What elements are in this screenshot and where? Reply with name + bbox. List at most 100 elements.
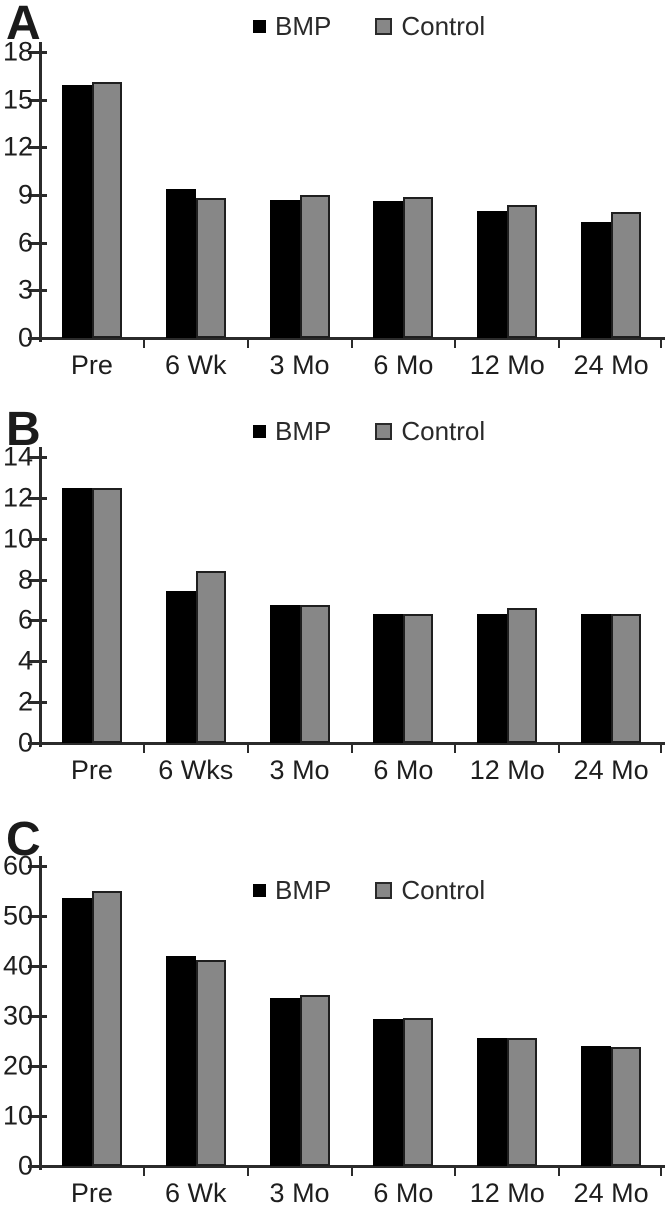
y-axis-tick [28,496,47,500]
y-axis-tick [28,1015,47,1018]
y-axis-tick-label: 10 [2,1100,33,1131]
x-axis-tick [660,1166,662,1176]
x-axis-category-label: 6 Mo [373,755,434,785]
bar-control-24-mo [611,1046,642,1166]
x-axis-category-label: 12 Mo [469,755,545,785]
x-axis-category-label: 3 Mo [269,1178,330,1208]
x-axis-category-label: 6 Wk [164,1178,227,1208]
x-axis-category-label: 24 Mo [573,1178,649,1208]
x-axis-line [28,337,665,340]
x-axis-category-label: Pre [70,755,113,785]
bar-control-12-mo [507,608,538,743]
x-axis-tick [350,743,353,753]
bar-bmp-3-mo [269,605,300,743]
legend-control-label: Control [401,416,486,446]
legend-control-label: Control [401,875,486,905]
x-axis-tick [660,743,662,753]
y-axis-tick [28,701,47,705]
legend-bmp-swatch-icon [253,20,266,33]
panel-a-plot-area: 0 3 6 9 12 15 18 Pre 6 Wk 3 Mo 6 Mo 12 Mo 24 Mo [0,0,667,395]
bar-bmp-pre [61,85,92,338]
y-axis-tick [28,98,47,102]
bar-bmp-6-wk [165,188,196,338]
bar-bmp-24-mo [581,614,612,743]
y-axis-tick [28,915,47,918]
x-axis-tick [454,743,457,753]
bar-control-pre [91,82,122,338]
bar-bmp-6-wk [165,956,196,1166]
y-axis-tick [28,1065,47,1068]
y-axis-tick-label: 0 [17,727,33,758]
bar-bmp-6-mo [373,614,404,743]
bar-control-6-mo [403,1017,434,1166]
y-axis-line [39,447,42,747]
x-axis-category-label: 12 Mo [469,1178,545,1208]
y-axis-tick-label: 12 [2,131,33,162]
y-axis-line [39,856,42,1170]
y-axis-tick-label: 0 [17,322,33,353]
x-axis-category-label: 6 Mo [373,350,434,380]
y-axis-tick [28,241,47,245]
x-axis-category-label: Pre [70,350,113,380]
y-axis-tick [28,619,47,623]
y-axis-tick [28,578,47,582]
y-axis-tick-label: 6 [17,227,33,258]
x-axis-tick [246,1166,249,1176]
legend-bmp-label: BMP [275,875,332,905]
bar-control-6-wks [195,571,226,743]
y-axis-tick [28,51,47,54]
bar-bmp-12-mo [477,1037,508,1166]
legend-bmp-swatch-icon [253,425,266,438]
y-axis-tick-label: 3 [17,274,33,305]
x-axis-category-label: 12 Mo [469,350,545,380]
y-axis-line [39,42,42,342]
y-axis-tick [28,194,47,197]
y-axis-tick-label: 12 [2,482,33,513]
legend-control-swatch-icon [375,18,393,35]
bar-bmp-12-mo [477,210,508,338]
panel-c-plot-area: 0 10 20 30 40 50 60 Pre 6 Wk 3 Mo 6 Mo 12 Mo 24 Mo [0,805,667,1208]
legend-control-swatch-icon [375,423,393,440]
bar-bmp-3-mo [269,199,300,338]
y-axis-tick-label: 40 [2,950,33,981]
y-axis-tick-label: 6 [17,604,33,635]
y-axis-tick-label: 0 [17,1150,33,1181]
bar-bmp-3-mo [269,998,300,1166]
y-axis-tick [28,865,47,868]
y-axis-tick-label: 14 [2,441,33,472]
y-axis-tick-label: 20 [2,1050,33,1081]
bar-bmp-24-mo [581,1046,612,1166]
legend-bmp-swatch-icon [253,884,266,897]
x-axis-category-label: Pre [70,1178,113,1208]
y-axis-tick-label: 15 [2,84,33,115]
panel-a-legend: BMP Control [253,11,485,42]
bar-bmp-24-mo [581,222,612,338]
x-axis-tick [350,338,353,348]
x-axis-tick [350,1166,353,1176]
y-axis-tick [28,537,47,541]
bar-control-3-mo [299,195,330,338]
legend-bmp-label: BMP [275,416,332,446]
x-axis-category-label: 24 Mo [573,350,649,380]
bar-control-pre [91,487,122,743]
x-axis-category-label: 24 Mo [573,755,649,785]
bar-bmp-pre [61,897,92,1166]
x-axis-tick [142,1166,145,1176]
bar-control-3-mo [299,995,330,1166]
y-axis-tick [28,660,47,664]
bar-control-6-mo [403,614,434,743]
x-axis-category-label: 6 Wk [164,350,227,380]
y-axis-tick-label: 50 [2,900,33,931]
bar-control-24-mo [611,212,642,338]
x-axis-tick [142,338,145,348]
y-axis-tick-label: 60 [2,850,33,881]
panel-b: B BMP Control 0 2 4 6 8 10 12 14 Pre 6 Wks 3 Mo 6 M… [0,395,667,805]
bar-control-3-mo [299,605,330,743]
y-axis-tick [28,289,47,293]
y-axis-tick-label: 30 [2,1000,33,1031]
panel-c-legend: BMP Control [253,875,485,906]
bar-bmp-6-wks [165,590,196,743]
bar-bmp-6-mo [373,1019,404,1166]
x-axis-tick [246,743,249,753]
